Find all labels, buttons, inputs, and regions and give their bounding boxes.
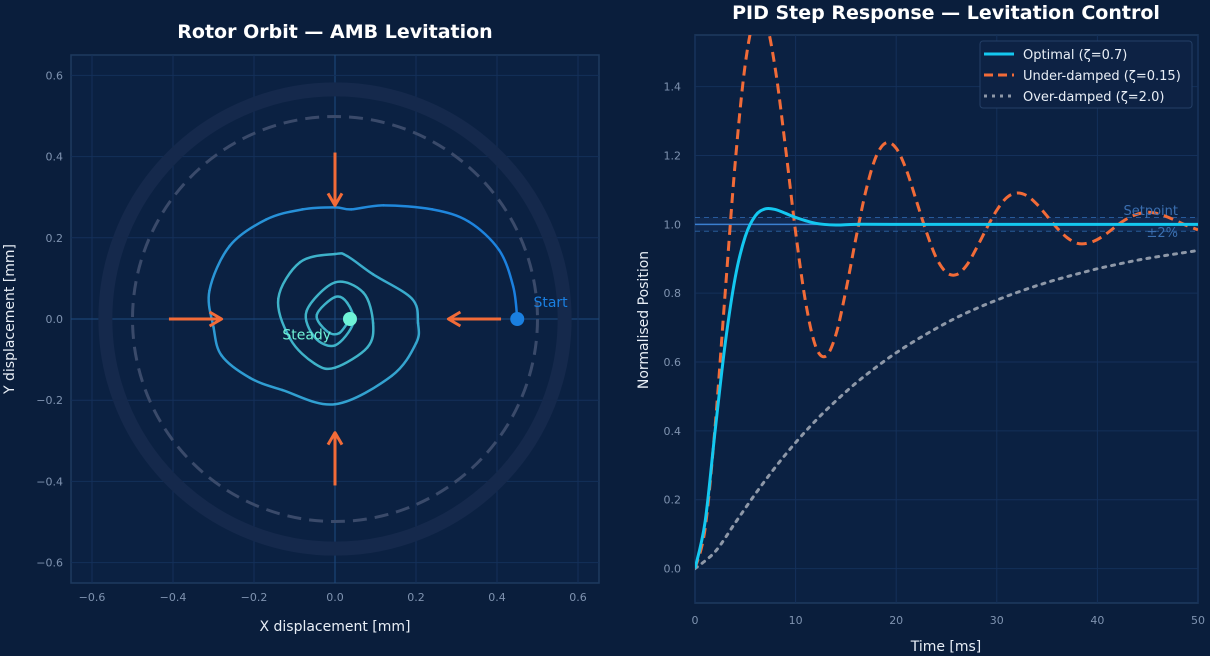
series-overdamped xyxy=(695,248,1198,571)
orbit-trajectory-segment xyxy=(333,346,369,369)
force-arrow-head-icon xyxy=(446,310,462,328)
legend: Optimal (ζ=0.7) Under-damped (ζ=0.15) Ov… xyxy=(979,40,1193,109)
orbit-grid xyxy=(71,55,599,583)
orbit-trajectory-segment xyxy=(220,354,252,380)
clearance-circle xyxy=(131,115,539,523)
orbit-xtick-label: 0.2 xyxy=(407,591,425,604)
orbit-trajectory-segment xyxy=(315,295,337,317)
orbit-trajectory-segment xyxy=(333,295,349,305)
step-ytick-label: 0.6 xyxy=(664,356,682,369)
orbit-trajectory-segment xyxy=(212,325,223,357)
orbit-xtick-label: 0.6 xyxy=(569,591,587,604)
force-arrow-head-icon xyxy=(326,192,344,207)
orbit-trajectory-segment xyxy=(289,338,316,365)
orbit-ytick-label: −0.4 xyxy=(36,475,63,488)
step-ytick-label: 0.0 xyxy=(664,563,682,576)
start-marker xyxy=(510,312,525,326)
step-title: PID Step Response — Levitation Control xyxy=(732,2,1160,24)
legend-underdamped: Under-damped (ζ=0.15) xyxy=(1023,69,1181,84)
step-response-plot: 0 10 20 30 40 50 0.0 0.2 0.4 0.6 0.8 1.0 1.2 1.4 PID … xyxy=(636,2,1205,655)
orbit-trajectory-segment xyxy=(313,336,337,348)
series-optimal xyxy=(695,206,1198,569)
step-ytick-label: 0.8 xyxy=(664,287,682,300)
step-ytick-label: 1.2 xyxy=(664,149,682,162)
step-xtick-label: 10 xyxy=(789,614,803,627)
step-xlabel: Time [ms] xyxy=(910,639,982,655)
steady-marker xyxy=(342,312,357,326)
orbit-xtick-label: −0.2 xyxy=(241,591,268,604)
orbit-trajectory-segment xyxy=(349,204,385,211)
orbit-trajectory-segment xyxy=(467,220,501,252)
orbit-trajectory-segment xyxy=(333,374,393,406)
orbit-trajectory-segment xyxy=(333,206,353,211)
orbit-ticks: −0.6 −0.6 −0.4 −0.4 −0.2 −0.2 0.0 0.0 0.2 0.2 0.4 0… xyxy=(36,69,586,604)
orbit-trajectory-segment xyxy=(305,281,337,313)
orbit-trajectory-segment xyxy=(414,321,421,345)
stator-ring xyxy=(98,82,572,556)
orbit-trajectory-segment xyxy=(497,248,515,288)
orbit-title: Rotor Orbit — AMB Levitation xyxy=(177,21,492,43)
orbit-trajectory-segment xyxy=(333,280,365,294)
steady-label: Steady xyxy=(282,327,331,343)
legend-overdamped: Over-damped (ζ=2.0) xyxy=(1023,90,1164,105)
step-axes-frame xyxy=(694,34,1199,604)
orbit-xtick-label: 0.4 xyxy=(488,591,506,604)
orbit-trajectory-segment xyxy=(345,254,375,276)
orbit-trajectory-segment xyxy=(281,388,337,406)
step-xtick-label: 30 xyxy=(990,614,1004,627)
orbit-xtick-label: −0.6 xyxy=(79,591,106,604)
orbit-trajectory-segment xyxy=(313,362,337,371)
orbit-trajectory-segment xyxy=(315,313,329,333)
step-ytick-label: 1.0 xyxy=(664,218,682,231)
orbit-ylabel: Y displacement [mm] xyxy=(2,244,18,395)
setpoint-label: Setpoint xyxy=(1123,204,1178,219)
orbit-trajectory-segment xyxy=(301,206,337,211)
orbit-trajectory-segment xyxy=(390,342,418,378)
orbit-trajectory-segment xyxy=(277,260,302,300)
step-ticks: 0 10 20 30 40 50 0.0 0.2 0.4 0.6 0.8 1.0 1.2 1.4 xyxy=(664,81,1206,627)
start-label: Start xyxy=(533,295,568,311)
orbit-ytick-label: 0.4 xyxy=(46,151,64,164)
step-ytick-label: 1.4 xyxy=(664,81,682,94)
legend-box xyxy=(979,40,1193,109)
orbit-trajectory-segment xyxy=(410,297,420,325)
orbit-xtick-label: 0.0 xyxy=(326,591,344,604)
band-label: ±2% xyxy=(1146,226,1178,241)
series-underdamped xyxy=(695,35,1198,569)
orbit-trajectory-segment xyxy=(362,291,375,325)
orbit-xlabel: X displacement [mm] xyxy=(259,619,410,635)
orbit-trajectory-segment xyxy=(264,208,304,221)
orbit-ytick-label: −0.6 xyxy=(36,557,63,570)
step-xtick-label: 40 xyxy=(1090,614,1104,627)
orbit-ytick-label: 0.6 xyxy=(46,69,64,82)
step-ytick-label: 0.2 xyxy=(664,494,682,507)
orbit-trajectory-segment xyxy=(382,204,434,211)
orbit-plot: −0.6 −0.6 −0.4 −0.4 −0.2 −0.2 0.0 0.0 0.2 0.2 0.4 0… xyxy=(2,21,600,635)
force-arrow-head-icon xyxy=(208,310,224,328)
orbit-trajectory-segment xyxy=(366,321,375,349)
step-ylabel: Normalised Position xyxy=(636,251,652,389)
step-marks xyxy=(695,35,1198,571)
orbit-ytick-label: −0.2 xyxy=(36,394,63,407)
orbit-trajectory-segment xyxy=(228,218,268,248)
step-ytick-label: 0.4 xyxy=(664,425,682,438)
orbit-ytick-label: 0.0 xyxy=(46,313,64,326)
orbit-trajectory-segment xyxy=(298,252,337,264)
orbit-trajectory-segment xyxy=(304,309,316,339)
orbit-ytick-label: 0.2 xyxy=(46,232,64,245)
orbit-trajectory-segment xyxy=(248,376,284,392)
step-xtick-label: 50 xyxy=(1191,614,1205,627)
orbit-trajectory-segment xyxy=(430,208,470,223)
force-arrow-head-icon xyxy=(326,431,344,446)
orbit-xtick-label: −0.4 xyxy=(160,591,187,604)
orbit-trajectory-segment xyxy=(276,297,292,341)
orbit-trajectory-segment xyxy=(371,273,414,300)
orbit-marks xyxy=(98,82,572,556)
orbit-trajectory-segment xyxy=(333,252,349,258)
step-xtick-label: 0 xyxy=(692,614,699,627)
legend-optimal: Optimal (ζ=0.7) xyxy=(1023,48,1127,63)
step-xtick-label: 20 xyxy=(889,614,903,627)
orbit-trajectory-segment xyxy=(208,244,231,292)
